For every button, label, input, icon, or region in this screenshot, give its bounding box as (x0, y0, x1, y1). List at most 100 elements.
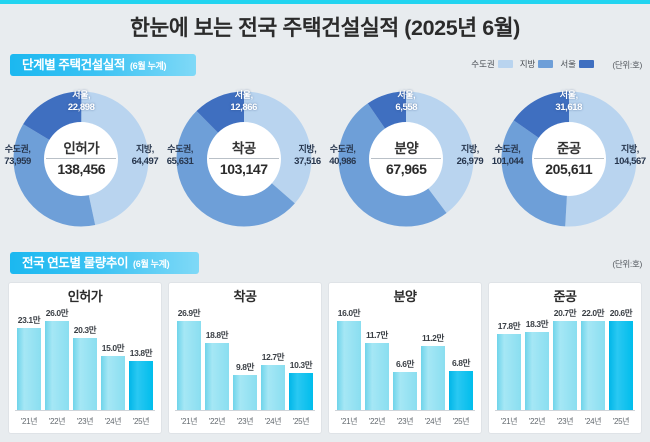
donut-label-jibang-text: 지방, (621, 144, 639, 154)
bar-value-label: 20.6만 (609, 308, 633, 319)
x-axis-tick-label: '21년 (180, 416, 198, 426)
legend-swatch-seoul (579, 60, 594, 68)
donut-label-jibang-text: 지방, (460, 144, 479, 154)
bar-column[interactable]: 26.0만 (45, 307, 69, 410)
bar-column[interactable]: 22.0만 (581, 307, 605, 410)
bar-rect[interactable] (17, 327, 41, 410)
bar-value-label: 6.6만 (395, 358, 415, 369)
bar-value-label: 9.8만 (235, 361, 255, 372)
donut-svg-jungong (501, 91, 637, 227)
bar-value-label: 15.0만 (101, 343, 125, 354)
bar-column[interactable]: 23.1만 (17, 307, 41, 410)
bar-rect[interactable] (261, 364, 285, 410)
bar-rect[interactable] (45, 321, 69, 410)
legend-label-seoul: 서울 (560, 59, 576, 69)
x-axis-tick-label: '25년 (132, 416, 150, 426)
donut-value-sudogwon-text: 40,986 (329, 155, 356, 167)
bar-column[interactable]: 18.3만 (525, 307, 549, 410)
legend-swatch-jibang (538, 60, 554, 68)
bar-column[interactable]: 12.7만 (261, 307, 285, 410)
donut-center-ingeoga: 인허가 138,456 (44, 141, 118, 177)
donut-svg-ingeoga (13, 91, 149, 227)
x-axis-tick-label: '24년 (424, 416, 442, 426)
donut-chart-row: 서울, 22,898 수도권, 73,959 지방, 64,497 인허가 13… (0, 84, 650, 236)
donut-segment-seoul (501, 91, 637, 227)
bar-chart-card-bunyang: 분양 16.0만 11.7만 6.6만 11.2만 6.8만 '21년 '22년 '23년 '24… (328, 282, 482, 434)
x-axis-tick-label: '22년 (48, 416, 66, 426)
bar-column[interactable]: 6.6만 (393, 307, 417, 410)
donut-label-seoul-text: 서울, (559, 90, 578, 100)
bar-column[interactable]: 11.2만 (421, 307, 445, 410)
bar-rect[interactable] (177, 321, 201, 410)
bar-rect-highlighted[interactable] (289, 372, 313, 410)
bar-rect-highlighted[interactable] (449, 370, 473, 410)
donut-stage-name: 착공 (231, 141, 256, 156)
bar-column[interactable]: 15.0만 (101, 307, 125, 410)
donut-label-seoul-text: 서울, (397, 90, 416, 100)
donut-segment-sudogwon (338, 91, 474, 227)
bar-column[interactable]: 17.8만 (497, 307, 521, 410)
x-axis-tick-label: '21년 (340, 416, 358, 426)
donut-center-chakgong: 착공 103,147 (207, 141, 281, 177)
x-axis-tick-label: '22년 (368, 416, 386, 426)
donut-center-bunyang: 분양 67,965 (369, 141, 443, 177)
bar-column[interactable]: 20.6만 (609, 307, 633, 410)
donut-label-sudogwon-chakgong: 수도권, 65,631 (167, 144, 194, 167)
bar-value-label: 13.8만 (129, 347, 153, 358)
donut-card-bunyang: 서울, 6,558 수도권, 40,986 지방, 26,979 분양 67,9… (325, 84, 488, 236)
bar-rect[interactable] (101, 356, 125, 410)
bar-value-label: 11.7만 (366, 330, 388, 341)
x-axis-tick-label: '24년 (104, 416, 122, 426)
donut-stage-name: 인허가 (63, 141, 100, 156)
bar-column[interactable]: 6.8만 (449, 307, 473, 410)
bar-column[interactable]: 9.8만 (233, 307, 257, 410)
bar-chart-row: 인허가 23.1만 26.0만 20.3만 15.0만 13.8만 '21년 '22년 '23년… (8, 282, 642, 434)
donut-center-divider (46, 158, 117, 159)
bar-rect[interactable] (393, 371, 417, 410)
x-axis-tick-label: '23년 (556, 416, 574, 426)
bar-column[interactable]: 26.9만 (177, 307, 201, 410)
bar-value-label: 26.0만 (45, 308, 69, 318)
bar-column[interactable]: 11.7만 (365, 307, 389, 410)
bar-chart-x-axis: '21년 '22년 '23년 '24년 '25년 (175, 413, 315, 429)
bar-rect[interactable] (73, 337, 97, 410)
bar-rect[interactable] (365, 343, 389, 410)
bar-column[interactable]: 10.3만 (289, 307, 313, 410)
bar-rect[interactable] (337, 321, 361, 410)
bar-rect[interactable] (421, 346, 445, 410)
page-title: 한눈에 보는 전국 주택건설실적 (2025년 6월) (130, 16, 520, 40)
bar-rect-highlighted[interactable] (609, 321, 633, 410)
section-header-yearly-trend: 전국 연도별 물량추이 (6월 누계) (10, 252, 200, 274)
bar-value-label: 26.9만 (177, 308, 201, 318)
bar-rect[interactable] (233, 374, 257, 410)
donut-value-sudogwon-text: 73,959 (4, 155, 31, 167)
legend-swatch-sudogwon (497, 60, 513, 68)
donut-label-jibang-ingeoga: 지방, 64,497 (132, 144, 159, 167)
bar-chart-title: 분양 (393, 289, 417, 304)
bar-rect[interactable] (525, 331, 549, 410)
bar-column[interactable]: 20.3만 (73, 307, 97, 410)
bar-rect[interactable] (553, 321, 577, 410)
donut-card-ingeoga: 서울, 22,898 수도권, 73,959 지방, 64,497 인허가 13… (0, 84, 163, 236)
bar-chart-plot-area: 26.9만 18.8만 9.8만 12.7만 10.3만 (175, 307, 315, 411)
bar-rect[interactable] (497, 333, 521, 410)
bar-rect-highlighted[interactable] (129, 360, 153, 410)
donut-card-jungong: 서울, 31,618 수도권, 101,044 지방, 104,567 준공 2… (488, 84, 650, 236)
donut-segment-seoul (176, 91, 312, 227)
bar-value-label: 16.0만 (337, 308, 361, 318)
x-axis-tick-label: '21년 (20, 416, 38, 426)
bar-column[interactable]: 20.7만 (553, 307, 577, 410)
bar-column[interactable]: 16.0만 (337, 307, 361, 410)
bar-rect[interactable] (205, 343, 229, 410)
bar-rect[interactable] (581, 321, 605, 410)
bar-column[interactable]: 18.8만 (205, 307, 229, 410)
donut-value-sudogwon-text: 101,044 (491, 155, 524, 167)
bar-column[interactable]: 13.8만 (129, 307, 153, 410)
legend-item-sudogwon: 수도권 (471, 58, 513, 70)
donut-segment-seoul (13, 91, 149, 227)
bar-chart-x-axis: '21년 '22년 '23년 '24년 '25년 (15, 413, 155, 429)
legend-item-jibang: 지방 (520, 58, 554, 70)
bar-chart-x-axis: '21년 '22년 '23년 '24년 '25년 (495, 413, 635, 429)
bar-chart-title: 준공 (553, 289, 577, 304)
donut-value-jibang-text: 64,497 (131, 155, 159, 167)
